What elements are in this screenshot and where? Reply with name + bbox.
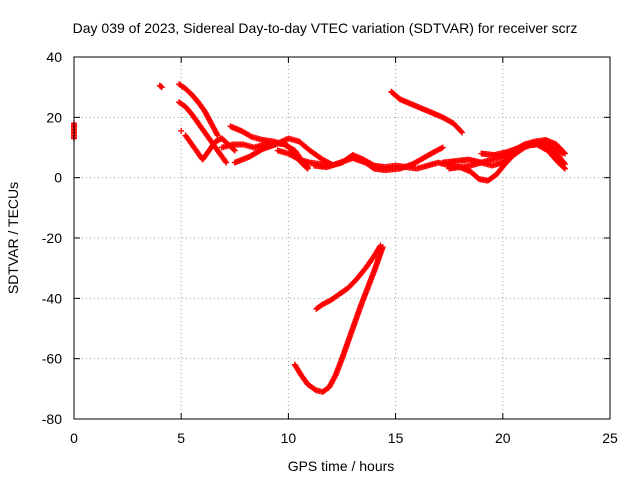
y-axis-label: SDTVAR / TECUs bbox=[5, 182, 21, 294]
data-point bbox=[439, 144, 446, 151]
series-trace-high-left bbox=[176, 81, 221, 139]
series-trace-mid-c bbox=[231, 135, 335, 168]
x-tick-label: 15 bbox=[388, 430, 404, 446]
data-point bbox=[561, 159, 568, 166]
data-point bbox=[312, 386, 319, 393]
x-axis-label: GPS time / hours bbox=[288, 458, 395, 474]
y-tick-label: 40 bbox=[46, 49, 62, 65]
y-tick-label: -60 bbox=[42, 351, 62, 367]
x-tick-label: 25 bbox=[602, 430, 618, 446]
plot-border bbox=[73, 56, 611, 420]
data-point bbox=[379, 244, 386, 251]
data-point bbox=[558, 149, 565, 156]
series-trace-low-wave bbox=[311, 144, 446, 174]
data-point bbox=[313, 305, 320, 312]
data-point bbox=[304, 165, 311, 172]
x-tick-label: 5 bbox=[177, 430, 185, 446]
data-point bbox=[314, 304, 321, 311]
x-tick-label: 10 bbox=[281, 430, 297, 446]
y-tick-label: -20 bbox=[42, 230, 62, 246]
data-point bbox=[158, 84, 165, 91]
y-tick-label: -40 bbox=[42, 290, 62, 306]
y-tick-label: 0 bbox=[54, 170, 62, 186]
series-dip-right bbox=[313, 242, 384, 312]
series-dip-main bbox=[291, 244, 386, 395]
x-tick-label: 20 bbox=[495, 430, 511, 446]
data-point bbox=[178, 127, 185, 134]
data-point bbox=[369, 164, 376, 171]
x-tick-label: 0 bbox=[70, 430, 78, 446]
data-point bbox=[561, 161, 568, 168]
series-isolated-a bbox=[156, 82, 185, 134]
series-trace-high-left-b bbox=[176, 99, 230, 166]
data-point bbox=[457, 128, 464, 135]
grid-lines bbox=[74, 57, 610, 419]
y-tick-label: -80 bbox=[42, 411, 62, 427]
data-point bbox=[258, 146, 265, 153]
data-point bbox=[559, 150, 566, 157]
series-trace-tail-c bbox=[478, 139, 568, 168]
axis-ticks: 0 5 10 15 20 25 -80 -60 -40 -20 0 20 40 bbox=[42, 49, 618, 446]
data-point bbox=[223, 159, 230, 166]
data-marks bbox=[71, 81, 568, 395]
chart-title: Day 039 of 2023, Sidereal Day-to-day VTE… bbox=[73, 20, 578, 36]
data-point bbox=[157, 83, 164, 90]
data-point bbox=[222, 158, 229, 165]
series-trace-upper-right bbox=[388, 88, 466, 136]
data-point bbox=[231, 147, 238, 154]
data-point bbox=[459, 129, 466, 136]
data-point bbox=[303, 164, 310, 171]
data-point bbox=[230, 146, 237, 153]
y-tick-label: 20 bbox=[46, 109, 62, 125]
